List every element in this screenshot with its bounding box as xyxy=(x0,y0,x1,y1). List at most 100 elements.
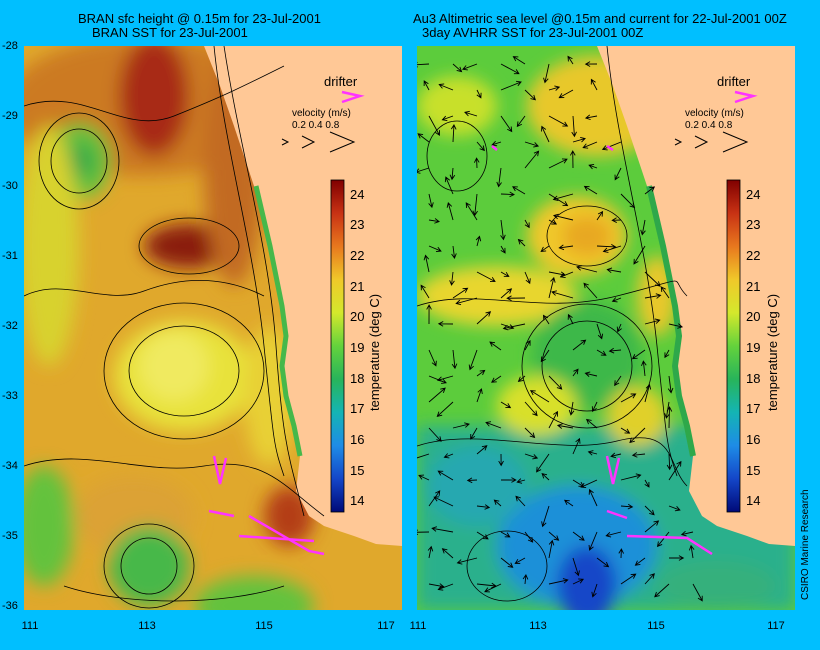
colorbar-tick: 19 xyxy=(746,340,760,355)
current-vector-arrow xyxy=(585,418,598,429)
current-vector-arrow xyxy=(524,271,531,285)
current-vector-arrow xyxy=(433,496,454,507)
current-vector-arrow xyxy=(418,474,430,481)
colorbar-tick: 20 xyxy=(746,309,760,324)
current-vector-arrow xyxy=(548,158,568,169)
current-vector-arrow xyxy=(548,539,555,559)
current-vector-arrow xyxy=(524,339,531,351)
current-vector-arrow xyxy=(583,185,598,195)
current-vector-arrow xyxy=(596,210,604,221)
current-vector-arrow xyxy=(428,490,441,507)
current-vector-arrow xyxy=(631,349,646,360)
colorbar-tick: 21 xyxy=(746,279,760,294)
current-vector-arrow xyxy=(522,573,529,585)
current-vector-arrow xyxy=(614,375,622,387)
current-vector-arrow xyxy=(485,421,502,429)
current-vector-arrow xyxy=(491,375,502,383)
current-vector-arrow xyxy=(591,401,598,413)
colorbar-tick: 22 xyxy=(746,248,760,263)
current-vector-arrow xyxy=(610,452,622,459)
current-vector-arrow xyxy=(580,479,598,488)
current-vector-arrow xyxy=(571,115,577,138)
current-vector-arrow xyxy=(668,460,682,481)
colorbar-tick: 16 xyxy=(746,432,760,447)
current-vector-arrow xyxy=(596,349,607,356)
current-vector-arrow xyxy=(583,282,598,299)
current-vector-arrow xyxy=(452,422,470,429)
right-title-line2: 3day AVHRR SST for 23-Jul-2001 00Z xyxy=(422,25,644,40)
current-vector-arrow xyxy=(449,167,456,181)
current-vector-arrow xyxy=(417,61,430,68)
current-vector-arrow xyxy=(548,410,559,429)
current-vector-arrow xyxy=(541,125,550,143)
colorbar-tick: 23 xyxy=(746,217,760,232)
velocity-label: velocity (m/s) xyxy=(292,108,351,119)
current-vector-arrow xyxy=(493,499,502,507)
current-vector-arrow xyxy=(631,452,646,458)
current-vector-arrow xyxy=(588,531,598,551)
current-vector-arrow xyxy=(443,453,454,459)
current-vector-arrow xyxy=(437,583,454,591)
lat-label: -30 xyxy=(2,180,18,192)
current-vector-arrow xyxy=(666,406,673,429)
drifter-label: drifter xyxy=(717,74,751,89)
colorbar-tick: 15 xyxy=(350,463,364,478)
left-title-line1: BRAN sfc height @ 0.15m for 23-Jul-2001 xyxy=(78,11,321,26)
velocity-scale-arrows-icon xyxy=(281,131,356,153)
satellite-sst-map: drifter velocity (m/s) 0.2 0.4 0.8 24 23… xyxy=(417,46,795,610)
current-vector-arrow xyxy=(500,191,515,198)
lat-label: -29 xyxy=(2,110,18,122)
current-vector-arrow xyxy=(601,141,622,151)
colorbar-tick: 18 xyxy=(350,371,364,386)
current-vector-arrow xyxy=(567,313,574,325)
velocity-scale-arrows-icon xyxy=(674,131,749,153)
current-vector-arrow xyxy=(470,427,478,440)
current-vector-arrow xyxy=(542,314,550,325)
colorbar-tick: 22 xyxy=(350,248,364,263)
current-vector-arrow xyxy=(576,265,598,273)
current-vector-arrow xyxy=(484,583,502,593)
colorbar-tick: 14 xyxy=(746,493,760,508)
current-vector-arrow xyxy=(548,276,556,299)
current-vector-arrow xyxy=(618,548,625,559)
current-vector-arrow xyxy=(524,150,540,169)
lon-label: 115 xyxy=(255,620,273,632)
current-vector-arrow xyxy=(692,583,703,602)
colorbar-tick: 24 xyxy=(746,187,760,202)
current-vector-arrow xyxy=(584,61,598,67)
lon-label: 117 xyxy=(767,620,785,632)
current-vector-arrow xyxy=(476,531,489,540)
lat-label: -28 xyxy=(2,40,18,52)
current-vector-arrow xyxy=(572,339,587,351)
velocity-values: 0.2 0.4 0.8 xyxy=(292,120,340,131)
colorbar-tick: 17 xyxy=(350,401,364,416)
lon-label: 115 xyxy=(647,620,665,632)
credit-text: CSIRO Marine Research xyxy=(800,489,811,600)
current-vector-arrow xyxy=(428,115,440,136)
current-vector-arrow xyxy=(644,520,660,533)
colorbar-label: temperature (deg C) xyxy=(765,294,780,411)
drifter-arrow-icon xyxy=(341,90,365,104)
current-vector-arrow xyxy=(491,140,502,147)
current-vector-arrow xyxy=(468,349,478,371)
current-vector-arrow xyxy=(500,80,522,91)
lon-label: 111 xyxy=(409,620,427,632)
current-vector-arrow xyxy=(596,323,604,340)
current-vector-arrow xyxy=(500,115,513,133)
current-vector-arrow xyxy=(548,219,558,225)
current-vector-arrow xyxy=(548,85,561,91)
current-vector-arrow xyxy=(506,295,526,301)
current-vector-arrow xyxy=(444,176,454,195)
current-vector-arrow xyxy=(568,401,575,416)
current-vector-arrow xyxy=(551,290,574,299)
current-vector-arrow xyxy=(426,304,432,325)
current-vector-arrow xyxy=(543,63,550,84)
current-vectors xyxy=(417,55,703,602)
current-vector-arrow xyxy=(668,505,681,512)
lat-label: -33 xyxy=(2,390,18,402)
current-vector-arrow xyxy=(620,573,637,585)
current-vector-arrow xyxy=(476,504,491,510)
current-vector-arrow xyxy=(428,245,442,253)
current-vector-arrow xyxy=(587,450,598,456)
current-vector-arrow xyxy=(640,219,646,236)
